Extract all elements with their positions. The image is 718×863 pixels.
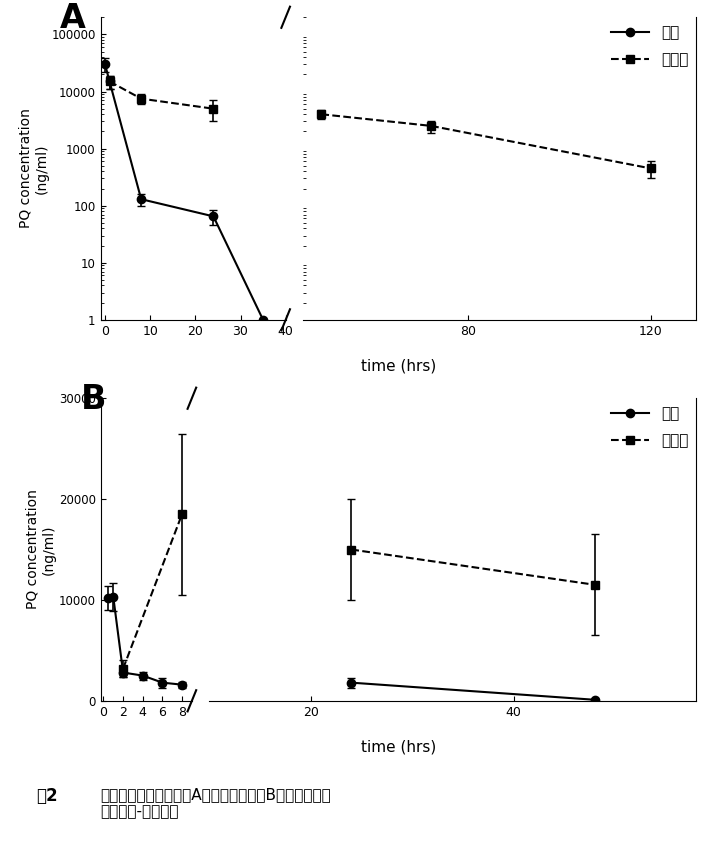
- Text: 图2: 图2: [36, 787, 57, 805]
- Text: time (hrs): time (hrs): [361, 740, 436, 754]
- Legend: 血浆, 肺组织: 血浆, 肺组织: [611, 25, 689, 67]
- Y-axis label: PQ concentration
(ng/ml): PQ concentration (ng/ml): [26, 489, 56, 609]
- Y-axis label: PQ concentration
(ng/ml): PQ concentration (ng/ml): [18, 109, 49, 229]
- Text: 百草枯经腹腔注射（图A）及经灸胃（图B）给药后平均
血药浓度-时间曲线: 百草枯经腹腔注射（图A）及经灸胃（图B）给药后平均 血药浓度-时间曲线: [101, 787, 331, 820]
- Legend: 血浆, 肺组织: 血浆, 肺组织: [611, 406, 689, 448]
- Text: time (hrs): time (hrs): [361, 359, 436, 374]
- Text: B: B: [80, 383, 106, 416]
- Text: A: A: [60, 2, 85, 35]
